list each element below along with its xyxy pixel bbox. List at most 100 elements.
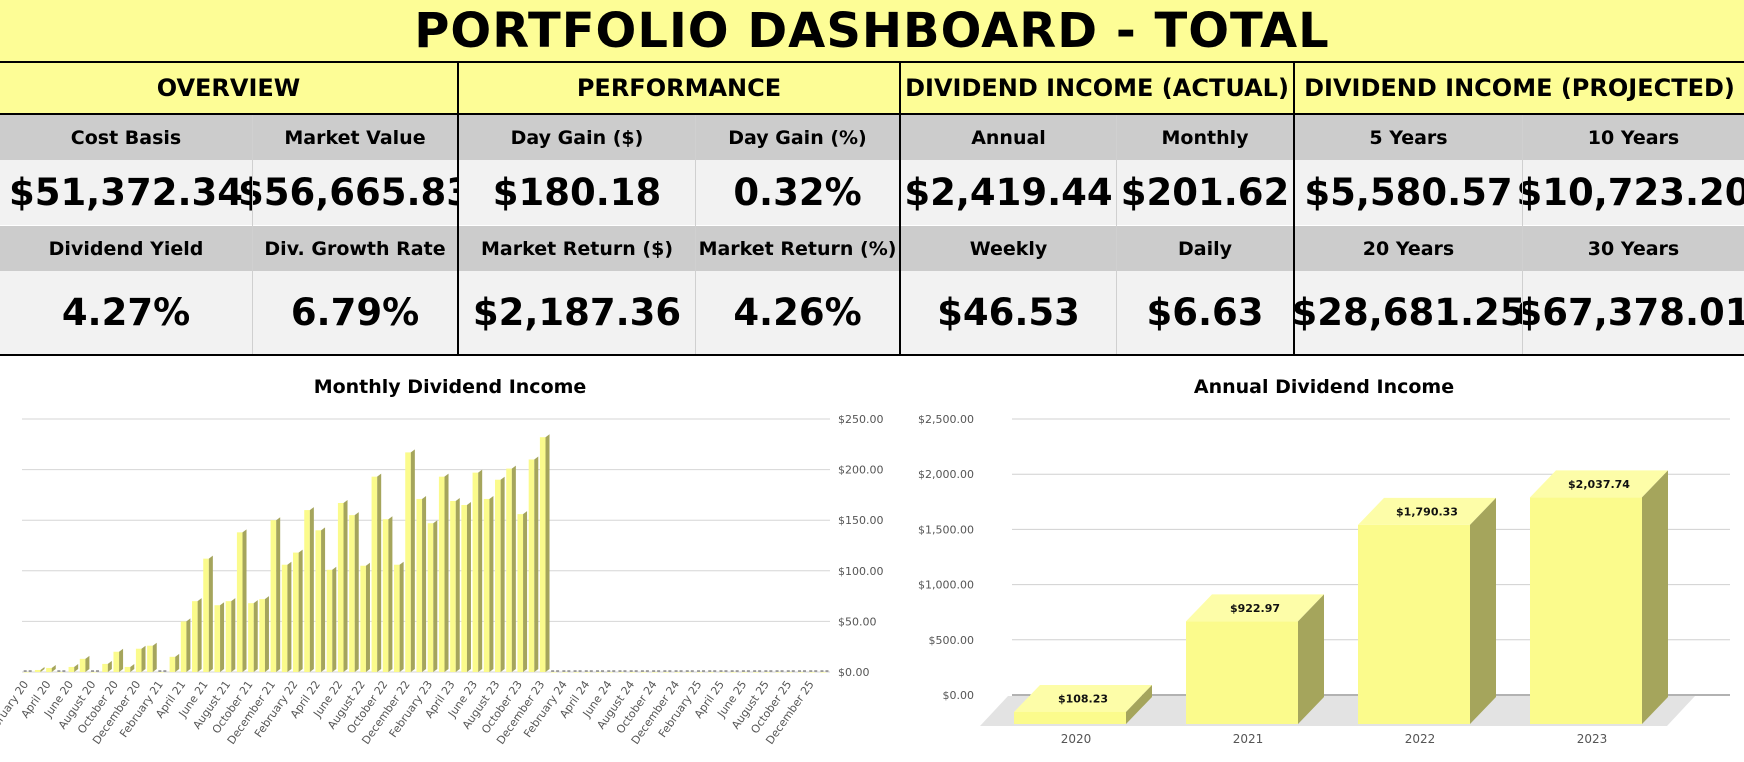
metric-value: $51,372.34 — [0, 160, 252, 225]
y-tick-label: $2,000.00 — [918, 468, 974, 481]
monthly-bar — [652, 672, 658, 673]
monthly-bar-side — [175, 653, 180, 672]
monthly-bar — [539, 437, 546, 672]
section-header: OVERVIEW — [0, 63, 457, 115]
monthly-bar — [169, 656, 176, 672]
metric-value: 4.27% — [0, 271, 252, 354]
monthly-bar — [304, 510, 310, 672]
metrics-grid: OVERVIEW Cost Basis Market Value $51,372… — [0, 63, 1744, 356]
metric-label: 30 Years — [1523, 226, 1744, 271]
monthly-bar — [472, 472, 479, 672]
section-header: PERFORMANCE — [459, 63, 899, 115]
metric-label: Daily — [1117, 226, 1293, 271]
monthly-bar — [147, 645, 153, 672]
annual-bar-side — [1126, 684, 1152, 724]
monthly-bar — [495, 479, 501, 672]
monthly-bar-side — [354, 512, 359, 672]
dividend-projected-section: DIVIDEND INCOME (PROJECTED) 5 Years 10 Y… — [1291, 63, 1744, 354]
monthly-bar-side — [444, 473, 449, 672]
cell-divider — [1116, 115, 1117, 354]
annual-bar-top — [1358, 497, 1496, 525]
monthly-bar — [416, 498, 423, 672]
monthly-bar — [371, 476, 378, 672]
monthly-bar — [584, 672, 591, 673]
dashboard-title-bar: PORTFOLIO DASHBOARD - TOTAL — [0, 0, 1744, 63]
monthly-bar-side — [455, 497, 460, 672]
monthly-bar-side — [186, 618, 191, 672]
monthly-bar — [674, 672, 681, 673]
metric-label: Weekly — [901, 226, 1116, 271]
metric-label: Monthly — [1117, 115, 1293, 160]
annual-bar — [1358, 524, 1470, 724]
metric-value: $180.18 — [459, 160, 695, 225]
y-tick-label: $1,000.00 — [918, 579, 974, 592]
monthly-bar — [663, 672, 669, 673]
monthly-bar-side — [85, 655, 90, 672]
monthly-bar-side — [242, 529, 247, 672]
metric-value: $6.63 — [1117, 271, 1293, 354]
metric-value: $2,419.44 — [901, 160, 1116, 225]
annual-bar-side — [1642, 470, 1668, 724]
monthly-bar-side — [478, 469, 483, 672]
monthly-bar — [438, 476, 445, 672]
metric-label: Dividend Yield — [0, 226, 252, 271]
cell-divider — [695, 115, 696, 354]
monthly-bar — [640, 672, 647, 673]
annual-bar — [1014, 711, 1126, 724]
monthly-bar — [113, 651, 120, 672]
monthly-bar — [405, 452, 411, 672]
annual-bar — [1186, 621, 1298, 724]
annual-bar-side — [1470, 497, 1496, 724]
monthly-bar — [225, 601, 232, 672]
y-tick-label: $1,500.00 — [918, 523, 974, 536]
monthly-bar — [158, 672, 164, 673]
section-header: DIVIDEND INCOME (ACTUAL) — [901, 63, 1293, 115]
monthly-bar — [180, 621, 187, 672]
monthly-bar — [57, 672, 63, 673]
annual-bar-top — [1186, 594, 1324, 622]
monthly-bar — [214, 605, 221, 672]
monthly-bar-side — [545, 434, 550, 672]
monthly-bar — [34, 669, 41, 672]
monthly-bar-side — [197, 598, 202, 672]
monthly-bar — [607, 672, 613, 673]
monthly-bar — [394, 564, 400, 672]
monthly-bar — [461, 505, 467, 672]
metric-label: 20 Years — [1295, 226, 1522, 271]
dashboard-title: PORTFOLIO DASHBOARD - TOTAL — [414, 2, 1330, 59]
annual-chart-title: Annual Dividend Income — [1193, 376, 1455, 398]
metric-value: $2,187.36 — [459, 271, 695, 354]
metric-value: $28,681.25 — [1291, 271, 1526, 354]
monthly-bar — [79, 658, 86, 672]
monthly-bar-side — [253, 600, 258, 672]
monthly-bar — [708, 672, 714, 673]
y-tick-label: $2,500.00 — [918, 413, 974, 426]
monthly-bar-side — [321, 527, 326, 672]
monthly-bar — [719, 672, 726, 673]
monthly-bar-side — [298, 549, 303, 672]
monthly-bar-side — [343, 499, 348, 672]
metric-value: 0.32% — [696, 160, 899, 225]
metric-label: Market Value — [253, 115, 457, 160]
monthly-bar — [360, 565, 366, 672]
metric-value: $10,723.20 — [1516, 160, 1744, 225]
metric-label: Market Return ($) — [459, 226, 695, 271]
monthly-bar-side — [422, 495, 427, 672]
monthly-bar-side — [51, 664, 56, 672]
x-tick-label: 2021 — [1233, 732, 1264, 746]
chart-floor — [980, 696, 1695, 726]
monthly-bar-side — [332, 566, 337, 672]
monthly-bar — [528, 459, 535, 672]
monthly-chart-title: Monthly Dividend Income — [313, 376, 587, 398]
monthly-bar — [753, 672, 759, 673]
data-label: $1,790.33 — [1396, 505, 1458, 518]
monthly-bar — [248, 603, 254, 672]
monthly-bar-side — [309, 507, 314, 672]
monthly-bar — [102, 663, 108, 672]
monthly-bar-side — [264, 596, 269, 672]
metric-label: 5 Years — [1295, 115, 1522, 160]
monthly-bar — [685, 672, 692, 673]
metric-label: Div. Growth Rate — [253, 226, 457, 271]
monthly-bar — [562, 672, 568, 673]
monthly-bar-side — [466, 502, 471, 672]
